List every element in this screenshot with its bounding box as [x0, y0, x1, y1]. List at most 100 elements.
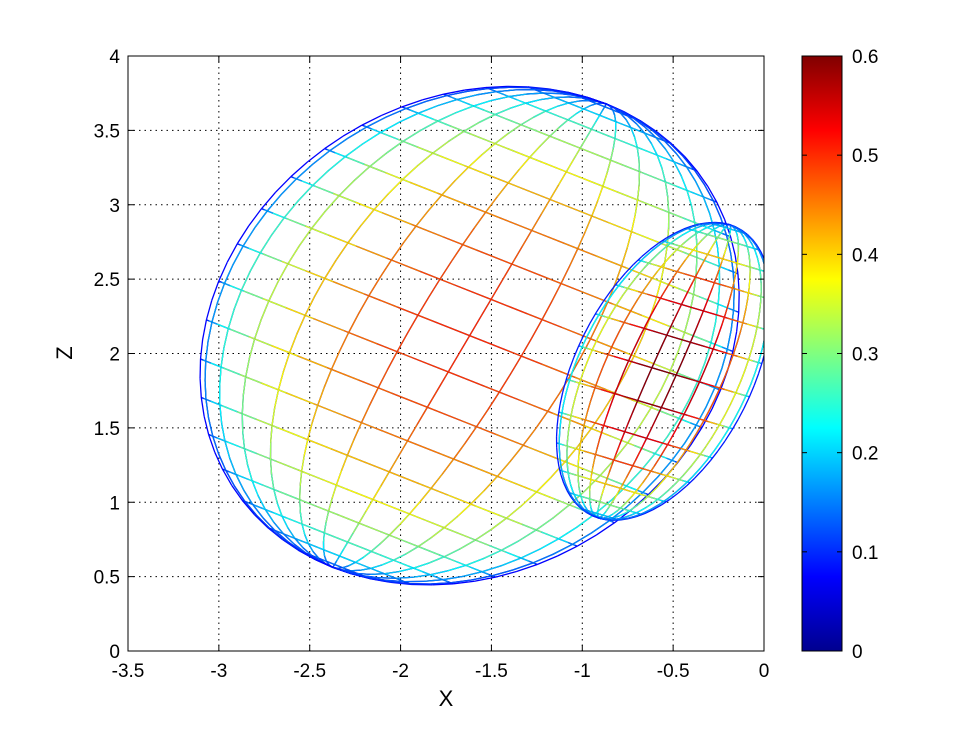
outer-lobe-segment [521, 491, 538, 507]
inner-lobe-segment [643, 259, 653, 269]
outer-lobe-segment [283, 539, 300, 552]
inner-lobe-segment [621, 507, 628, 511]
outer-lobe-segment [616, 191, 642, 202]
inner-lobe-segment [771, 286, 772, 296]
inner-lobe-segment [684, 273, 695, 278]
inner-lobe-segment [767, 276, 768, 285]
outer-lobe-segment [641, 318, 651, 338]
outer-lobe-segment [264, 509, 275, 523]
outer-lobe-segment [388, 524, 400, 536]
inner-lobe-segment [584, 505, 588, 511]
outer-lobe-segment [364, 548, 381, 556]
inner-lobe-segment [642, 474, 650, 483]
inner-lobe-segment [586, 511, 593, 517]
outer-lobe-segment [243, 489, 254, 505]
inner-lobe-segment [620, 273, 629, 284]
inner-lobe-segment [712, 238, 718, 245]
outer-lobe-segment [244, 501, 258, 516]
outer-lobe-segment [633, 136, 638, 148]
inner-lobe-segment [752, 267, 759, 271]
inner-lobe-segment [704, 279, 716, 284]
outer-lobe-segment [663, 245, 668, 264]
outer-lobe-segment [426, 389, 439, 408]
inner-lobe-segment [578, 487, 582, 495]
outer-lobe-segment [324, 260, 337, 279]
inner-lobe-segment [696, 228, 704, 234]
inner-lobe-segment [736, 330, 742, 343]
inner-lobe-segment [583, 322, 591, 335]
inner-lobe-segment [682, 230, 691, 236]
inner-lobe-segment [570, 485, 574, 493]
outer-lobe-segment [630, 215, 636, 232]
y-tick-label: 0.5 [94, 568, 120, 589]
inner-lobe-segment [560, 466, 564, 476]
outer-lobe-segment [552, 543, 573, 555]
inner-lobe-segment [727, 317, 738, 322]
outer-lobe-segment [483, 549, 502, 560]
inner-lobe-segment [563, 444, 570, 448]
outer-lobe-segment [302, 547, 313, 557]
outer-lobe-segment [471, 465, 502, 479]
outer-lobe-segment [362, 131, 381, 145]
outer-lobe-segment [412, 574, 431, 578]
inner-lobe-segment [714, 385, 725, 391]
outer-lobe-segment [253, 504, 263, 509]
inner-lobe-segment [634, 512, 644, 517]
inner-lobe-segment [625, 469, 632, 478]
inner-lobe-segment [705, 231, 712, 237]
outer-lobe-segment [558, 139, 581, 149]
outer-lobe-segment [584, 215, 593, 233]
outer-lobe-segment [637, 119, 652, 131]
outer-lobe-segment [583, 468, 607, 479]
inner-lobe-segment [567, 468, 570, 478]
outer-lobe-segment [515, 151, 541, 163]
outer-lobe-segment [540, 161, 567, 173]
inner-lobe-segment [593, 377, 600, 390]
inner-lobe-segment [647, 293, 658, 298]
inner-lobe-segment [743, 233, 749, 239]
inner-lobe-segment [676, 415, 684, 428]
outer-lobe-segment [567, 541, 576, 546]
outer-lobe-segment [463, 121, 480, 132]
outer-lobe-segment [324, 135, 344, 150]
outer-lobe-segment [344, 570, 358, 575]
outer-lobe-segment [496, 89, 516, 93]
inner-lobe-segment [603, 514, 607, 517]
inner-lobe-segment [715, 269, 720, 280]
outer-lobe-segment [682, 251, 703, 261]
inner-lobe-segment [756, 245, 762, 253]
outer-lobe-segment [469, 335, 507, 351]
outer-lobe-segment [370, 543, 381, 552]
outer-lobe-segment [227, 309, 235, 329]
inner-lobe-segment [656, 478, 665, 488]
inner-lobe-segment [689, 226, 698, 232]
outer-lobe-segment [353, 165, 371, 182]
outer-lobe-segment [685, 166, 697, 182]
inner-lobe-segment [569, 407, 574, 419]
inner-lobe-segment [718, 415, 726, 427]
inner-lobe-segment [590, 389, 596, 402]
inner-lobe-segment [642, 508, 652, 514]
inner-lobe-segment [661, 333, 669, 346]
inner-lobe-segment [652, 496, 662, 504]
outer-lobe-segment [248, 335, 272, 347]
outer-lobe-segment [560, 265, 571, 284]
inner-lobe-segment [627, 412, 633, 425]
outer-lobe-segment [576, 534, 597, 547]
inner-lobe-segment [730, 228, 734, 231]
outer-lobe-segment [239, 244, 249, 249]
outer-lobe-segment [328, 561, 335, 566]
outer-lobe-segment [280, 178, 297, 195]
outer-lobe-segment [449, 125, 470, 135]
outer-lobe-segment [568, 100, 580, 104]
inner-lobe-segment [618, 512, 626, 517]
outer-lobe-segment [241, 395, 244, 414]
inner-lobe-segment [677, 242, 685, 250]
outer-lobe-segment [407, 440, 441, 455]
inner-lobe-segment [657, 296, 669, 302]
inner-lobe-segment [709, 450, 719, 462]
outer-lobe-segment [272, 512, 287, 519]
outer-lobe-segment [212, 435, 220, 454]
y-axis-label: Z [52, 346, 77, 359]
outer-lobe-segment [416, 146, 440, 157]
